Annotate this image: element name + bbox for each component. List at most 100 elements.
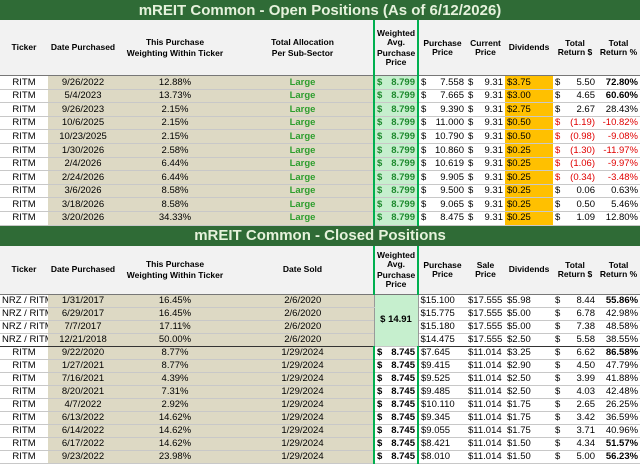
- cell: 38.55%: [597, 333, 640, 347]
- column-header: Weighted Avg. Purchase Price: [373, 20, 419, 76]
- cell: 8.58%: [118, 184, 232, 199]
- header-line: Date Sold: [282, 264, 323, 275]
- cell: $ 9.065: [418, 197, 466, 212]
- cell: 14.62%: [118, 411, 232, 425]
- cell: RITM: [0, 437, 48, 451]
- cell: 6/13/2022: [48, 411, 118, 425]
- data-row: RITM 9/23/2022 23.98% 1/29/2024 $ 8.745 $8.01…: [0, 450, 640, 464]
- column-header: Total Return $: [553, 20, 597, 76]
- cell: $9.525: [418, 372, 466, 386]
- cell: 7.31%: [118, 385, 232, 399]
- cell: 2/4/2026: [48, 157, 118, 172]
- header-row: Ticker Date Purchased This Purchase Weighti…: [0, 245, 640, 295]
- cell: 2.15%: [118, 129, 232, 144]
- cell: 2/6/2020: [232, 333, 374, 347]
- cell: $0.25: [505, 170, 553, 185]
- cell: $ 9.31: [466, 143, 505, 158]
- cell: 26.25%: [597, 398, 640, 412]
- cell: RITM: [0, 385, 48, 399]
- cell: $ 3.99: [553, 372, 597, 386]
- header-line: Purchase Price: [377, 48, 416, 67]
- cell: $ (1.06): [553, 157, 597, 172]
- cell: $3.75: [505, 75, 553, 90]
- cell: $ 8.745: [373, 450, 419, 464]
- cell: 14.62%: [118, 437, 232, 451]
- cell: 2.92%: [118, 398, 232, 412]
- cell: $2.50: [505, 372, 553, 386]
- cell: 1/29/2024: [232, 411, 374, 425]
- cell: 8.58%: [118, 197, 232, 212]
- cell: 3/18/2026: [48, 197, 118, 212]
- cell: Large: [232, 143, 374, 158]
- data-row: RITM 3/20/2026 34.33% Large $ 8.799 $ 8.475 $ …: [0, 211, 640, 226]
- cell: 1/29/2024: [232, 346, 374, 360]
- data-row: RITM 3/6/2026 8.58% Large $ 8.799 $ 9.500 $ 9.…: [0, 184, 640, 199]
- cell: 50.00%: [118, 333, 232, 347]
- cell: $11.014: [466, 437, 505, 451]
- cell: 42.98%: [597, 307, 640, 321]
- cell: $ 10.619: [418, 157, 466, 172]
- cell: RITM: [0, 184, 48, 199]
- cell: RITM: [0, 89, 48, 104]
- cell: $ 8.799: [373, 102, 419, 117]
- data-row: RITM 10/23/2025 2.15% Large $ 8.799 $ 10.790 $…: [0, 129, 640, 144]
- cell: $ 7.38: [553, 320, 597, 334]
- cell: $17.555: [466, 320, 505, 334]
- header-line: This Purchase: [145, 258, 205, 269]
- column-header: Date Purchased: [48, 20, 118, 76]
- cell: 5.46%: [597, 197, 640, 212]
- data-row: RITM 7/16/2021 4.39% 1/29/2024 $ 8.745 $9.525…: [0, 372, 640, 386]
- cell: 4/7/2022: [48, 398, 118, 412]
- cell: 3/20/2026: [48, 211, 118, 226]
- cell: $5.00: [505, 307, 553, 321]
- cell: $ 8.745: [373, 385, 419, 399]
- section-title: mREIT Common - Open Positions (As of 6/1…: [0, 0, 640, 20]
- cell: $ (0.34): [553, 170, 597, 185]
- cell: RITM: [0, 424, 48, 438]
- cell: $ 11.000: [418, 116, 466, 131]
- data-row: RITM 9/26/2023 2.15% Large $ 8.799 $ 9.390 $ 9…: [0, 102, 640, 117]
- cell: 51.57%: [597, 437, 640, 451]
- cell: $1.75: [505, 398, 553, 412]
- cell: Large: [232, 184, 374, 199]
- data-row: NRZ / RITM 12/21/2018 50.00% 2/6/2020 $14.47…: [0, 333, 640, 347]
- data-row: NRZ / RITM 6/29/2017 16.45% 2/6/2020 $15.775…: [0, 307, 640, 321]
- cell: NRZ / RITM: [0, 333, 48, 347]
- header-line: Total Return %: [599, 38, 638, 57]
- header-line: Per Sub-Sector: [271, 48, 334, 58]
- column-header: Ticker: [0, 245, 48, 295]
- cell: RITM: [0, 143, 48, 158]
- cell: 6/14/2022: [48, 424, 118, 438]
- data-row: RITM 6/14/2022 14.62% 1/29/2024 $ 8.745 $9.05…: [0, 424, 640, 438]
- cell: $ 6.62: [553, 346, 597, 360]
- cell: $ 8.799: [373, 170, 419, 185]
- cell: $2.50: [505, 385, 553, 399]
- cell: Large: [232, 89, 374, 104]
- cell: $ 8.799: [373, 184, 419, 199]
- cell: $17.555: [466, 333, 505, 347]
- cell: 9/26/2023: [48, 102, 118, 117]
- cell: RITM: [0, 116, 48, 131]
- column-header: Current Price: [466, 20, 505, 76]
- cell: $15.775: [418, 307, 466, 321]
- cell: 1/31/2017: [48, 294, 118, 308]
- cell: $ 8.44: [553, 294, 597, 308]
- cell: $11.014: [466, 372, 505, 386]
- cell: NRZ / RITM: [0, 294, 48, 308]
- cell: $ 8.745: [373, 424, 419, 438]
- cell: $ 9.31: [466, 102, 505, 117]
- cell: $8.010: [418, 450, 466, 464]
- cell: $ (1.19): [553, 116, 597, 131]
- data-row: RITM 8/20/2021 7.31% 1/29/2024 $ 8.745 $9.485…: [0, 385, 640, 399]
- open-positions-table: mREIT Common - Open Positions (As of 6/1…: [0, 0, 640, 226]
- cell: Large: [232, 211, 374, 226]
- cell: 5/4/2023: [48, 89, 118, 104]
- cell: 48.58%: [597, 320, 640, 334]
- cell: $ 9.31: [466, 75, 505, 90]
- column-header: Ticker: [0, 20, 48, 76]
- cell: $ 14.91: [373, 294, 419, 347]
- cell: $11.014: [466, 359, 505, 373]
- cell: 1/29/2024: [232, 437, 374, 451]
- cell: 60.60%: [597, 89, 640, 104]
- cell: $ 5.00: [553, 450, 597, 464]
